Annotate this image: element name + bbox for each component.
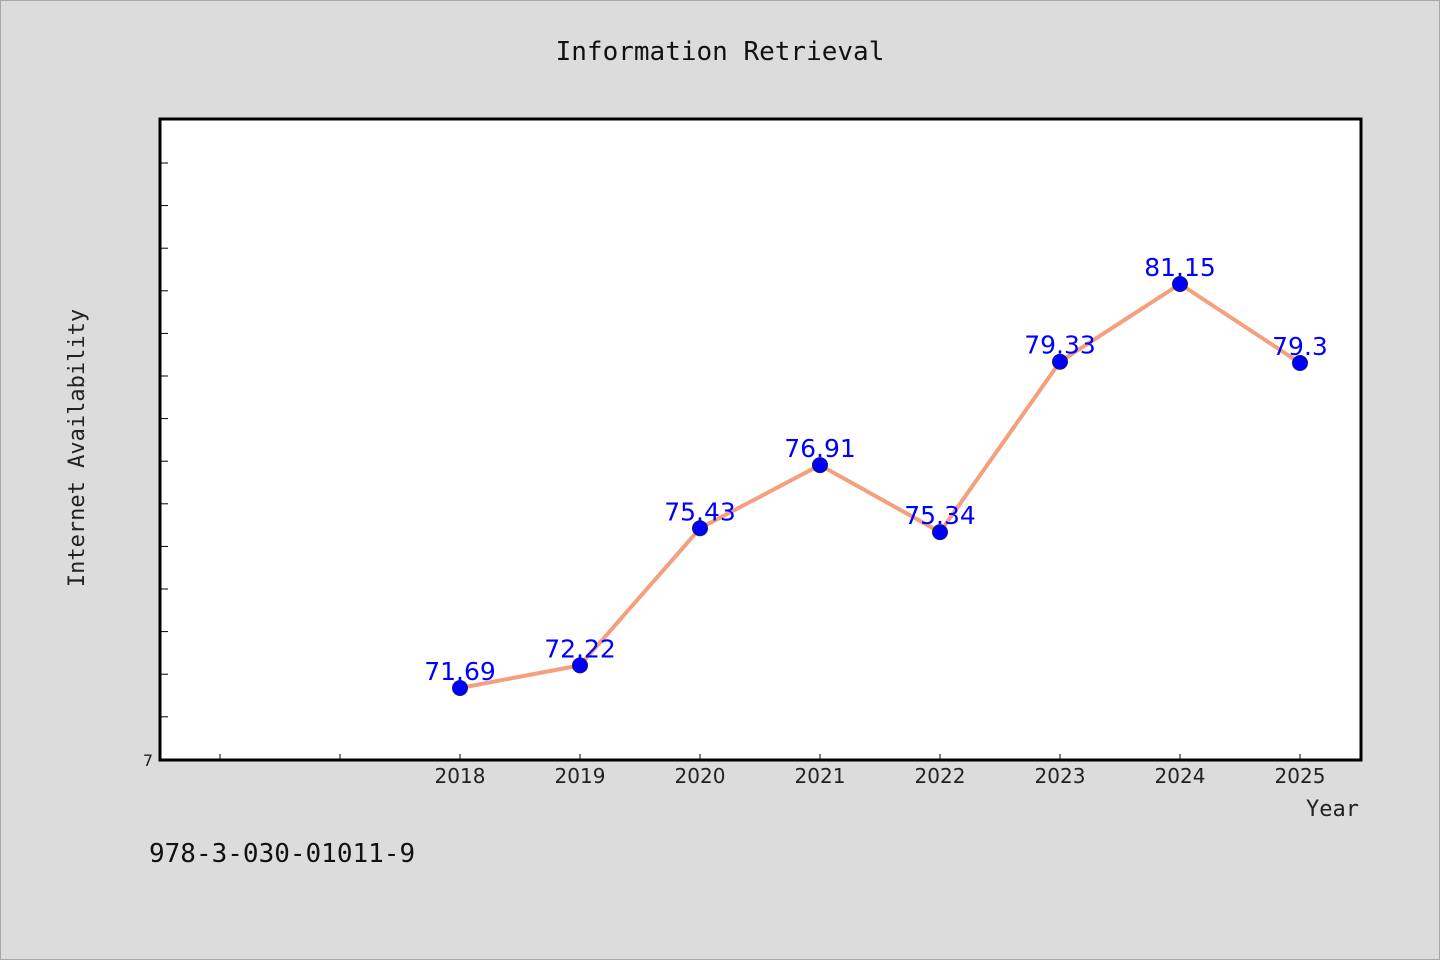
y-tick-label: 7 [143,751,153,770]
x-tick-label: 2020 [675,764,726,788]
data-point [572,657,588,674]
y-axis-ticks [160,162,168,760]
x-tick-label: 2023 [1035,764,1086,788]
data-point [1172,276,1188,292]
data-point [1292,355,1308,372]
data-label: 81.15 [1144,253,1216,282]
data-point [932,524,948,541]
data-label: 79.3 [1272,332,1328,361]
data-label: 71.69 [424,657,496,686]
x-tick-label: 2019 [555,764,606,788]
data-point [1052,353,1068,370]
x-tick-label: 2025 [1275,764,1326,788]
x-tick-label: 2024 [1155,764,1206,788]
data-label: 79.33 [1024,331,1096,360]
x-axis-ticks: 2018 2019 2020 2021 2022 2023 2024 2025 [219,754,1326,788]
x-tick-label: 2021 [795,764,846,788]
x-tick-label: 2018 [435,764,486,788]
series-line [459,282,1302,690]
data-label: 76.91 [784,434,856,463]
isbn-text: 978-3-030-01011-9 [149,839,415,869]
data-label: 75.43 [664,497,736,526]
data-point [812,457,828,474]
x-tick-label: 2022 [915,764,966,788]
series-layer: 71.69 72.22 75.43 76.91 75.34 79.33 81.15 79.3 [424,253,1328,696]
data-label: 72.22 [544,634,616,663]
chart-title: Information Retrieval [556,37,885,67]
x-axis-label: Year [1306,797,1359,822]
y-axis-label: Internet Availability [65,309,90,587]
data-label: 75.34 [904,501,976,530]
data-point [452,680,468,696]
data-point [692,520,708,537]
plot-area [158,117,1363,762]
